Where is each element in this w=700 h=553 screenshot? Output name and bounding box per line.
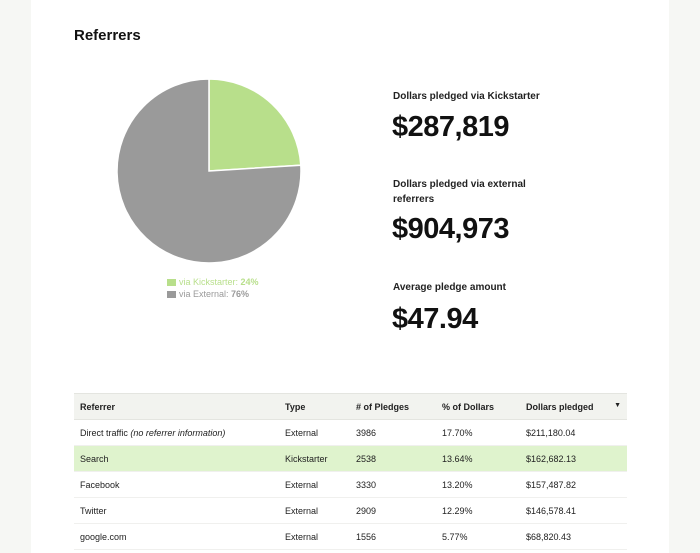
column-header-referrer[interactable]: Referrer	[74, 393, 279, 420]
pledges-cell: 1556	[350, 523, 436, 550]
type-cell: External	[279, 523, 350, 550]
percent-cell: 13.20%	[436, 471, 520, 498]
type-cell: External	[279, 471, 350, 498]
referrers-table: Referrer Type # of Pledges % of Dollars …	[74, 393, 627, 550]
legend-label: via Kickstarter:	[179, 277, 239, 287]
referrer-name: Direct traffic	[80, 427, 128, 438]
referrer-cell: Direct traffic (no referrer information)	[74, 419, 279, 446]
referrer-note: (no referrer information)	[130, 427, 226, 438]
sort-descending-icon[interactable]: ▼	[614, 401, 621, 409]
referrer-cell: google.com	[74, 523, 279, 550]
referrer-cell: Facebook	[74, 471, 279, 498]
stat-value-average: $47.94	[392, 303, 478, 335]
table-row: Direct traffic (no referrer information)…	[74, 419, 627, 446]
legend-swatch-external	[167, 290, 176, 298]
dollars-cell: $211,180.04	[520, 419, 627, 446]
table-row: Facebook External 3330 13.20% $157,487.8…	[74, 471, 627, 498]
legend-item-external: via External: 76%	[167, 288, 259, 300]
type-cell: External	[279, 497, 350, 524]
table-header-row: Referrer Type # of Pledges % of Dollars …	[74, 393, 627, 420]
table-row: google.com External 1556 5.77% $68,820.4…	[74, 523, 627, 550]
table-row-highlighted: Search Kickstarter 2538 13.64% $162,682.…	[74, 445, 627, 472]
stat-value-external: $904,973	[392, 213, 509, 245]
percent-cell: 5.77%	[436, 523, 520, 550]
pie-slice-external	[116, 78, 302, 264]
column-header-pledges[interactable]: # of Pledges	[350, 393, 436, 420]
dollars-cell: $146,578.41	[520, 497, 627, 524]
type-cell: Kickstarter	[279, 445, 350, 472]
referrer-cell: Twitter	[74, 497, 279, 524]
pie-slice-kickstarter	[208, 78, 302, 172]
section-title: Referrers	[74, 27, 141, 44]
pledges-cell: 3986	[350, 419, 436, 446]
referrer-pie-chart	[116, 78, 302, 264]
percent-cell: 17.70%	[436, 419, 520, 446]
table-row: Twitter External 2909 12.29% $146,578.41	[74, 497, 627, 524]
legend-label: via External:	[179, 289, 229, 299]
pie-legend: via Kickstarter: 24% via External: 76%	[167, 276, 259, 300]
column-header-percent[interactable]: % of Dollars	[436, 393, 520, 420]
pledges-cell: 2909	[350, 497, 436, 524]
dollars-cell: $68,820.43	[520, 523, 627, 550]
legend-value: 76%	[231, 289, 250, 299]
legend-swatch-kickstarter	[167, 278, 176, 286]
stat-label-kickstarter: Dollars pledged via Kickstarter	[393, 91, 540, 102]
referrer-cell: Search	[74, 445, 279, 472]
type-cell: External	[279, 419, 350, 446]
dollars-cell: $157,487.82	[520, 471, 627, 498]
stat-value-kickstarter: $287,819	[392, 111, 509, 143]
column-header-dollars-label: Dollars pledged	[526, 401, 594, 412]
percent-cell: 13.64%	[436, 445, 520, 472]
legend-item-kickstarter: via Kickstarter: 24%	[167, 276, 259, 288]
pledges-cell: 3330	[350, 471, 436, 498]
column-header-dollars[interactable]: Dollars pledged ▼	[520, 393, 627, 420]
pledges-cell: 2538	[350, 445, 436, 472]
column-header-type[interactable]: Type	[279, 393, 350, 420]
dollars-cell: $162,682.13	[520, 445, 627, 472]
legend-value: 24%	[240, 277, 259, 287]
stat-label-external: Dollars pledged via external referrers	[393, 179, 526, 205]
percent-cell: 12.29%	[436, 497, 520, 524]
stat-label-average: Average pledge amount	[393, 282, 506, 293]
